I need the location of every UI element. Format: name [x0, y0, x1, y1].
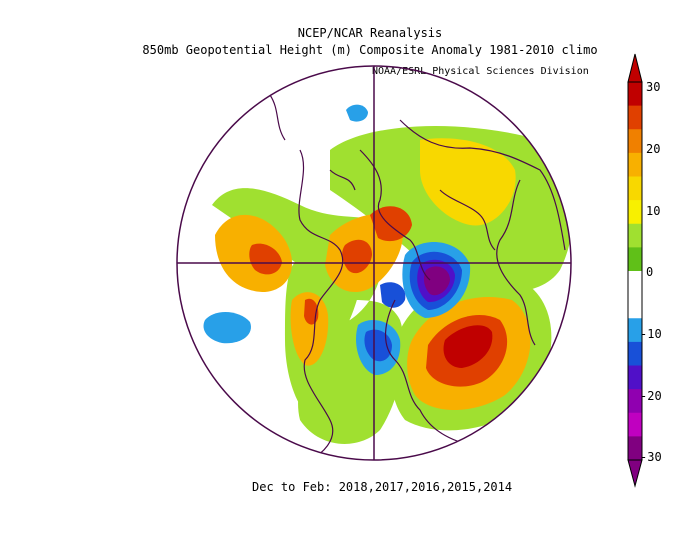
- colorbar-label-30: 30: [646, 80, 661, 94]
- colorbar-label-neg10: -10: [640, 327, 662, 341]
- map-grid: [176, 65, 572, 461]
- period-subtitle: Dec to Feb: 2018,2017,2016,2015,2014: [252, 480, 513, 494]
- colorbar-arrow-top: [627, 53, 643, 83]
- colorbar-cell: [628, 129, 642, 154]
- colorbar-cell: [628, 294, 642, 319]
- colorbar-border: [627, 81, 643, 461]
- positive-anomaly-alaska-core: [249, 243, 282, 275]
- colorbar: [627, 53, 643, 488]
- credit-text: NOAA/ESRL Physical Sciences Division: [372, 66, 589, 77]
- colorbar-cell: [628, 223, 642, 248]
- positive-anomaly-siberia-yellow: [420, 138, 516, 226]
- negative-anomaly-arctic-ocean: [346, 104, 368, 122]
- positive-anomaly-atlantic-core: [443, 325, 493, 368]
- colorbar-cell: [628, 176, 642, 201]
- colorbar-cell: [628, 365, 642, 390]
- positive-anomaly-west-us-core: [304, 298, 319, 325]
- title-line-2: 850mb Geopotential Height (m) Composite …: [142, 43, 598, 57]
- colorbar-label-20: 20: [646, 142, 661, 156]
- colorbar-cell: [628, 82, 642, 107]
- negative-anomaly-pacific: [203, 311, 251, 344]
- colorbar-cell: [628, 200, 642, 225]
- colorbar-label-neg30: -30: [640, 450, 662, 464]
- colorbar-cell: [628, 318, 642, 343]
- colorbar-cell: [628, 271, 642, 296]
- positive-anomaly-west-us: [290, 292, 329, 366]
- colorbar-cell: [628, 152, 642, 177]
- anomaly-field: [203, 104, 571, 444]
- colorbar-cell: [628, 341, 642, 366]
- negative-anomaly-greenland-east: [380, 282, 406, 308]
- colorbar-label-0: 0: [646, 265, 654, 279]
- colorbar-cell: [628, 436, 642, 461]
- colorbar-cell: [628, 247, 642, 272]
- colorbar-label-10: 10: [646, 204, 661, 218]
- colorbar-cell: [628, 389, 642, 414]
- negative-anomaly-siberia-core: [423, 266, 450, 296]
- colorbar-cell: [628, 105, 642, 130]
- colorbar-cell: [628, 412, 642, 437]
- positive-anomaly-canada-core: [342, 239, 372, 274]
- title-line-1: NCEP/NCAR Reanalysis: [297, 26, 443, 40]
- colorbar-label-neg20: -20: [640, 389, 662, 403]
- coastlines: [269, 94, 566, 460]
